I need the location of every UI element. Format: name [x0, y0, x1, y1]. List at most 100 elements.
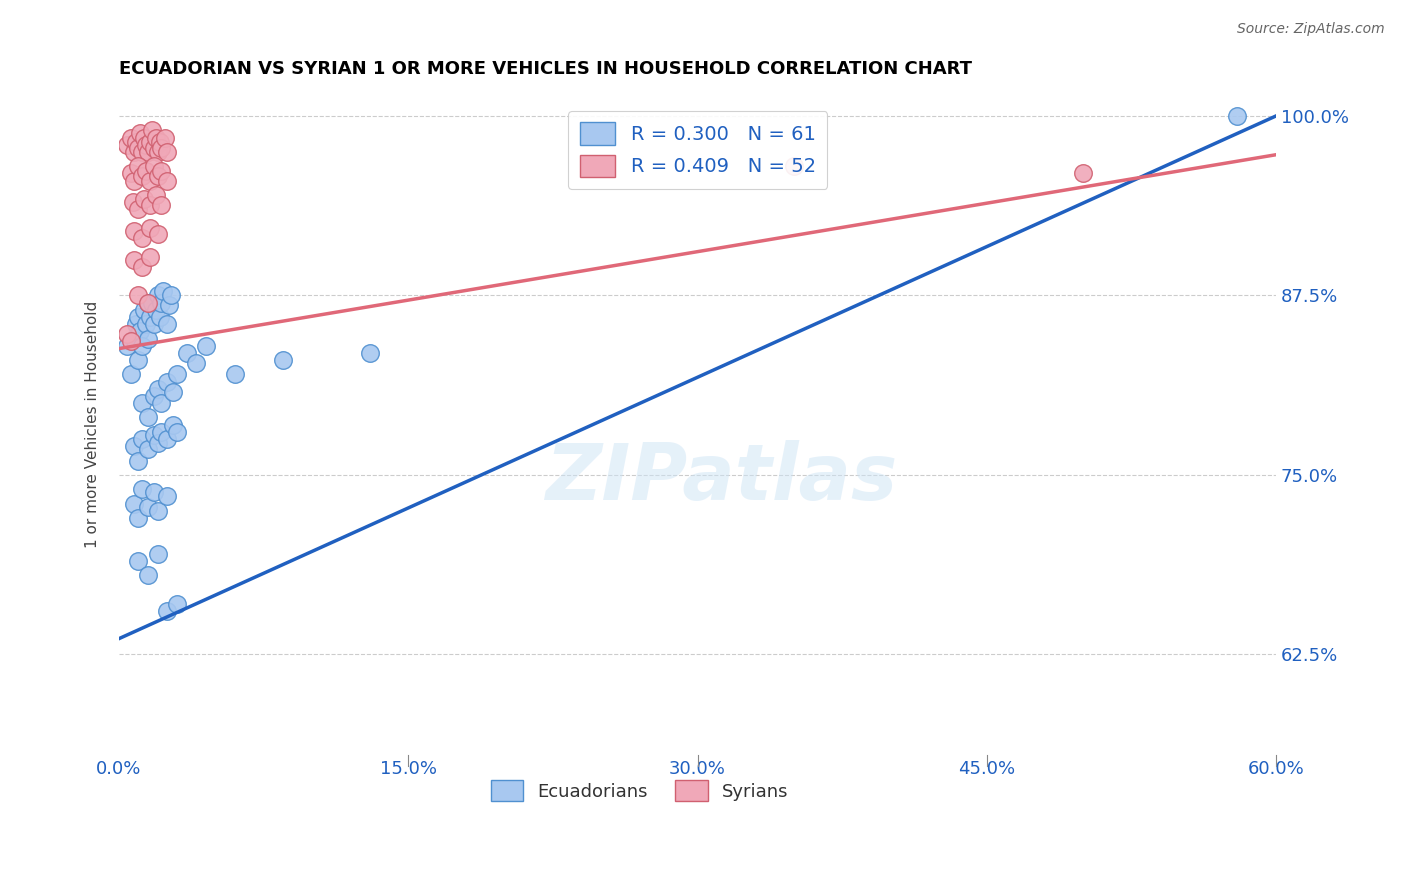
Point — [131, 145, 153, 159]
Point — [166, 425, 188, 439]
Point — [131, 231, 153, 245]
Point — [136, 295, 159, 310]
Point — [135, 137, 157, 152]
Point — [115, 137, 138, 152]
Point — [145, 302, 167, 317]
Point — [148, 310, 170, 324]
Point — [124, 497, 146, 511]
Point — [129, 324, 152, 338]
Point — [139, 135, 162, 149]
Point — [142, 317, 165, 331]
Point — [139, 221, 162, 235]
Point — [136, 500, 159, 514]
Point — [194, 339, 217, 353]
Point — [150, 396, 173, 410]
Point — [156, 375, 179, 389]
Point — [783, 159, 806, 173]
Point — [156, 173, 179, 187]
Point — [127, 159, 149, 173]
Point — [152, 284, 174, 298]
Point — [139, 173, 162, 187]
Point — [131, 396, 153, 410]
Point — [124, 439, 146, 453]
Point — [134, 130, 156, 145]
Point — [136, 568, 159, 582]
Point — [150, 425, 173, 439]
Point — [142, 485, 165, 500]
Point — [120, 334, 142, 349]
Point — [135, 317, 157, 331]
Point — [115, 339, 138, 353]
Point — [1071, 166, 1094, 180]
Point — [136, 442, 159, 456]
Point — [124, 173, 146, 187]
Point — [162, 417, 184, 432]
Point — [142, 140, 165, 154]
Point — [166, 368, 188, 382]
Point — [155, 130, 177, 145]
Point — [359, 346, 381, 360]
Point — [124, 224, 146, 238]
Text: ECUADORIAN VS SYRIAN 1 OR MORE VEHICLES IN HOUSEHOLD CORRELATION CHART: ECUADORIAN VS SYRIAN 1 OR MORE VEHICLES … — [120, 60, 972, 78]
Point — [131, 260, 153, 274]
Point — [136, 410, 159, 425]
Point — [139, 310, 162, 324]
Point — [127, 511, 149, 525]
Point — [142, 427, 165, 442]
Point — [129, 126, 152, 140]
Point — [150, 140, 173, 154]
Text: Source: ZipAtlas.com: Source: ZipAtlas.com — [1237, 22, 1385, 37]
Point — [141, 123, 163, 137]
Point — [127, 554, 149, 568]
Point — [176, 346, 198, 360]
Point — [125, 135, 148, 149]
Point — [124, 332, 146, 346]
Point — [127, 140, 149, 154]
Point — [127, 453, 149, 467]
Point — [150, 198, 173, 212]
Point — [120, 130, 142, 145]
Point — [148, 135, 170, 149]
Point — [124, 252, 146, 267]
Point — [146, 227, 169, 241]
Point — [1226, 109, 1249, 123]
Point — [146, 547, 169, 561]
Point — [124, 145, 146, 159]
Point — [135, 163, 157, 178]
Point — [120, 166, 142, 180]
Point — [156, 145, 179, 159]
Point — [134, 192, 156, 206]
Point — [186, 356, 208, 370]
Point — [156, 490, 179, 504]
Point — [146, 288, 169, 302]
Point — [156, 317, 179, 331]
Point — [224, 368, 246, 382]
Point — [141, 295, 163, 310]
Point — [146, 145, 169, 159]
Point — [136, 145, 159, 159]
Point — [146, 169, 169, 184]
Point — [142, 389, 165, 403]
Point — [139, 250, 162, 264]
Point — [156, 604, 179, 618]
Point — [131, 169, 153, 184]
Point — [120, 368, 142, 382]
Y-axis label: 1 or more Vehicles in Household: 1 or more Vehicles in Household — [86, 301, 100, 549]
Point — [131, 483, 153, 497]
Point — [145, 130, 167, 145]
Point — [150, 163, 173, 178]
Point — [127, 202, 149, 217]
Point — [125, 317, 148, 331]
Point — [121, 195, 143, 210]
Point — [127, 288, 149, 302]
Point — [150, 295, 173, 310]
Point — [145, 188, 167, 202]
Point — [127, 310, 149, 324]
Point — [139, 198, 162, 212]
Point — [127, 353, 149, 368]
Text: ZIPatlas: ZIPatlas — [544, 440, 897, 516]
Point — [146, 436, 169, 450]
Point — [160, 288, 183, 302]
Point — [142, 159, 165, 173]
Point — [157, 298, 180, 312]
